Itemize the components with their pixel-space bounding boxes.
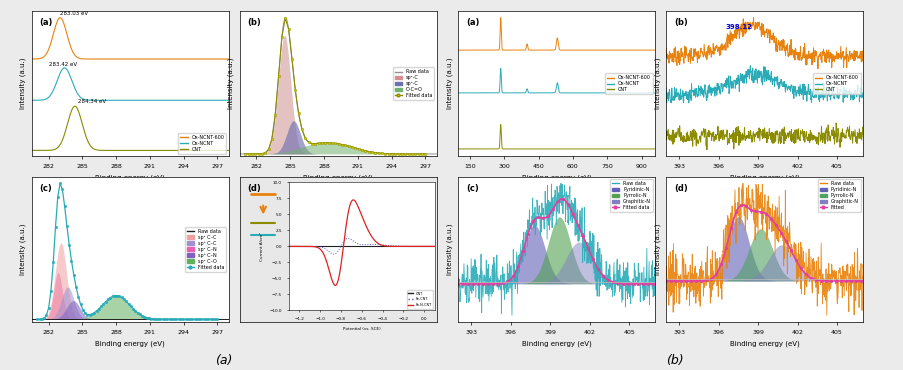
Legend: Ox-NCNT-600, Ox-NCNT, CNT: Ox-NCNT-600, Ox-NCNT, CNT — [812, 73, 860, 94]
Text: (d): (d) — [247, 184, 261, 193]
Legend: Ox-NCNT-600, Ox-NCNT, CNT: Ox-NCNT-600, Ox-NCNT, CNT — [178, 133, 226, 154]
Text: (a): (a) — [214, 354, 232, 367]
Y-axis label: Intensity (a.u.): Intensity (a.u.) — [446, 223, 452, 275]
X-axis label: Binding energy (eV): Binding energy (eV) — [521, 175, 591, 181]
Text: (c): (c) — [40, 184, 52, 193]
Y-axis label: Intensity (a.u.): Intensity (a.u.) — [654, 58, 660, 110]
Text: (a): (a) — [466, 18, 479, 27]
Legend: Raw data, Pyridinic-N, Pyrrolic-N, Graphitic-N, Fitted data: Raw data, Pyridinic-N, Pyrrolic-N, Graph… — [610, 179, 652, 212]
Legend: Raw data, sp² C–C, sp³ C–C, sp² C–N, sp³ C–N, sp² C–O, Fitted data: Raw data, sp² C–C, sp³ C–C, sp² C–N, sp³… — [184, 227, 226, 272]
X-axis label: Binding energy (eV): Binding energy (eV) — [729, 340, 799, 347]
Text: (a): (a) — [40, 18, 53, 27]
Text: 283.03 eV: 283.03 eV — [61, 11, 88, 16]
Y-axis label: Intensity (a.u.): Intensity (a.u.) — [446, 58, 452, 110]
Text: (b): (b) — [247, 18, 261, 27]
Text: 398.12: 398.12 — [724, 24, 751, 30]
Y-axis label: Intensity (a.u.): Intensity (a.u.) — [20, 58, 26, 110]
Text: 284.34 eV: 284.34 eV — [78, 100, 106, 104]
Text: (b): (b) — [674, 18, 687, 27]
Text: (b): (b) — [666, 354, 684, 367]
Legend: Raw data, Pyridinic-N, Pyrrolic-N, Graphitic-N, Fitted: Raw data, Pyridinic-N, Pyrrolic-N, Graph… — [817, 179, 860, 212]
Text: 283.42 eV: 283.42 eV — [49, 62, 77, 67]
Y-axis label: Intensity (a.u.): Intensity (a.u.) — [20, 223, 26, 275]
Y-axis label: Intensity (a.u.): Intensity (a.u.) — [228, 58, 234, 110]
X-axis label: Binding energy (eV): Binding energy (eV) — [729, 175, 799, 181]
Legend: Raw data, sp²-C, sp³-C, O-C=O, Fitted data: Raw data, sp²-C, sp³-C, O-C=O, Fitted da… — [392, 67, 433, 100]
Legend: Ox-NCNT-600, Ox-NCNT, CNT: Ox-NCNT-600, Ox-NCNT, CNT — [604, 73, 652, 94]
X-axis label: Binding energy (eV): Binding energy (eV) — [521, 340, 591, 347]
Text: (d): (d) — [674, 184, 687, 193]
Y-axis label: Intensity (a.u.): Intensity (a.u.) — [654, 223, 660, 275]
X-axis label: Binding energy (eV): Binding energy (eV) — [303, 175, 373, 181]
Text: (c): (c) — [466, 184, 479, 193]
X-axis label: Binding energy (eV): Binding energy (eV) — [95, 175, 165, 181]
X-axis label: Binding energy (eV): Binding energy (eV) — [95, 340, 165, 347]
